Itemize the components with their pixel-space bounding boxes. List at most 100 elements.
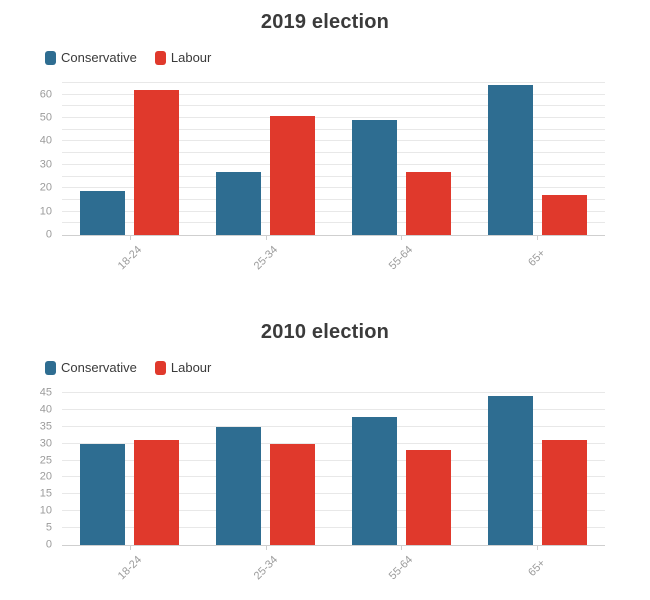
bar-group-18-24 bbox=[62, 83, 198, 235]
bar-conservative-65+ bbox=[487, 85, 533, 235]
bar-labour-18-24 bbox=[134, 90, 180, 235]
gridline bbox=[62, 117, 605, 119]
gridline bbox=[62, 140, 605, 142]
gridline bbox=[62, 93, 605, 95]
y-tick-label: 5 bbox=[45, 521, 52, 534]
gridline bbox=[62, 476, 605, 478]
bar-conservative-18-24 bbox=[80, 443, 126, 545]
x-tick bbox=[537, 546, 539, 550]
gridline bbox=[62, 175, 605, 177]
legend-item-labour: Labour bbox=[154, 50, 212, 65]
bar-labour-55-64 bbox=[405, 450, 451, 545]
chart-title-2019: 2019 election bbox=[260, 11, 390, 33]
bar-group-18-24 bbox=[62, 393, 198, 545]
bar-group-55-64 bbox=[334, 393, 470, 545]
plot-area bbox=[62, 392, 605, 546]
conservative-swatch-icon bbox=[45, 50, 56, 65]
gridline bbox=[62, 128, 605, 130]
bar-conservative-25-34 bbox=[216, 426, 262, 545]
bar-labour-25-34 bbox=[270, 115, 316, 235]
legend-label-labour: Labour bbox=[170, 50, 212, 65]
bar-labour-55-64 bbox=[405, 171, 451, 235]
x-tick-label: 18-24 bbox=[115, 243, 145, 273]
y-tick-label: 0 bbox=[45, 228, 52, 241]
x-tick bbox=[537, 236, 539, 240]
y-axis: 0 10 20 30 40 50 60 bbox=[0, 83, 62, 240]
x-tick bbox=[401, 236, 403, 240]
chart-2019-election: 2019 election Conservative Labour 0 10 20 3… bbox=[0, 0, 650, 292]
x-category-65+: 65+ bbox=[469, 236, 605, 292]
gridline bbox=[62, 425, 605, 427]
chart-2010-election: 2010 election Conservative Labour 0 5 10 15… bbox=[0, 310, 650, 600]
x-axis: 18-24 25-34 55-64 65+ bbox=[62, 546, 605, 600]
gridline bbox=[62, 198, 605, 200]
bar-conservative-65+ bbox=[487, 396, 533, 545]
y-tick-label: 45 bbox=[39, 386, 52, 399]
gridline bbox=[62, 105, 605, 107]
y-tick-label: 60 bbox=[39, 88, 52, 101]
bars-layer bbox=[62, 83, 605, 235]
bar-labour-18-24 bbox=[134, 440, 180, 545]
gridline bbox=[62, 442, 605, 444]
x-category-18-24: 18-24 bbox=[62, 546, 198, 600]
bar-labour-65+ bbox=[541, 440, 587, 545]
x-tick bbox=[265, 236, 267, 240]
gridline bbox=[62, 408, 605, 410]
y-tick-label: 30 bbox=[39, 437, 52, 450]
chart-title-2010: 2010 election bbox=[260, 321, 390, 343]
y-tick-label: 35 bbox=[39, 420, 52, 433]
gridline bbox=[62, 392, 605, 393]
x-tick bbox=[401, 546, 403, 550]
bar-group-25-34 bbox=[198, 393, 334, 545]
legend-label-conservative: Conservative bbox=[61, 50, 137, 65]
bar-group-25-34 bbox=[198, 83, 334, 235]
legend-item-conservative: Conservative bbox=[45, 50, 137, 65]
bar-labour-65+ bbox=[541, 195, 587, 235]
x-tick-label: 65+ bbox=[526, 247, 548, 269]
labour-swatch-icon bbox=[154, 360, 166, 375]
gridline bbox=[62, 163, 605, 165]
x-category-55-64: 55-64 bbox=[334, 236, 470, 292]
legend-item-labour: Labour bbox=[154, 360, 211, 375]
x-category-55-64: 55-64 bbox=[334, 546, 470, 600]
gridline bbox=[62, 187, 605, 189]
gridline bbox=[62, 510, 605, 512]
bar-conservative-55-64 bbox=[351, 416, 397, 545]
gridline bbox=[62, 459, 605, 461]
y-tick-label: 15 bbox=[39, 487, 52, 500]
x-tick-label: 25-34 bbox=[251, 553, 280, 583]
gridline bbox=[62, 152, 605, 154]
x-tick bbox=[265, 546, 267, 550]
y-tick-label: 10 bbox=[39, 504, 52, 517]
x-category-18-24: 18-24 bbox=[62, 236, 198, 292]
y-tick-label: 20 bbox=[39, 181, 52, 194]
x-tick bbox=[129, 546, 131, 550]
bar-conservative-18-24 bbox=[80, 190, 126, 235]
bar-conservative-25-34 bbox=[216, 171, 262, 235]
bars-layer bbox=[62, 393, 605, 545]
y-tick-label: 40 bbox=[39, 403, 52, 416]
plot-area bbox=[62, 82, 605, 236]
bar-group-65+ bbox=[469, 83, 605, 235]
legend-label-conservative: Conservative bbox=[61, 360, 137, 375]
bar-labour-25-34 bbox=[270, 443, 316, 545]
y-tick-label: 25 bbox=[39, 454, 52, 467]
x-category-25-34: 25-34 bbox=[198, 236, 334, 292]
legend-item-conservative: Conservative bbox=[45, 360, 137, 375]
x-tick-label: 55-64 bbox=[387, 243, 416, 273]
y-tick-label: 50 bbox=[39, 111, 52, 124]
y-tick-label: 20 bbox=[39, 470, 52, 483]
gridline bbox=[62, 210, 605, 212]
y-axis: 0 5 10 15 20 25 30 35 40 45 bbox=[0, 387, 62, 550]
legend-2019: Conservative Labour bbox=[45, 50, 650, 65]
bar-conservative-55-64 bbox=[351, 120, 397, 235]
x-tick-label: 18-24 bbox=[115, 553, 145, 583]
y-tick-label: 40 bbox=[39, 134, 52, 147]
gridline bbox=[62, 527, 605, 529]
y-tick-label: 10 bbox=[39, 205, 52, 218]
x-tick bbox=[129, 236, 131, 240]
bar-group-65+ bbox=[469, 393, 605, 545]
x-category-25-34: 25-34 bbox=[198, 546, 334, 600]
y-tick-label: 30 bbox=[39, 158, 52, 171]
